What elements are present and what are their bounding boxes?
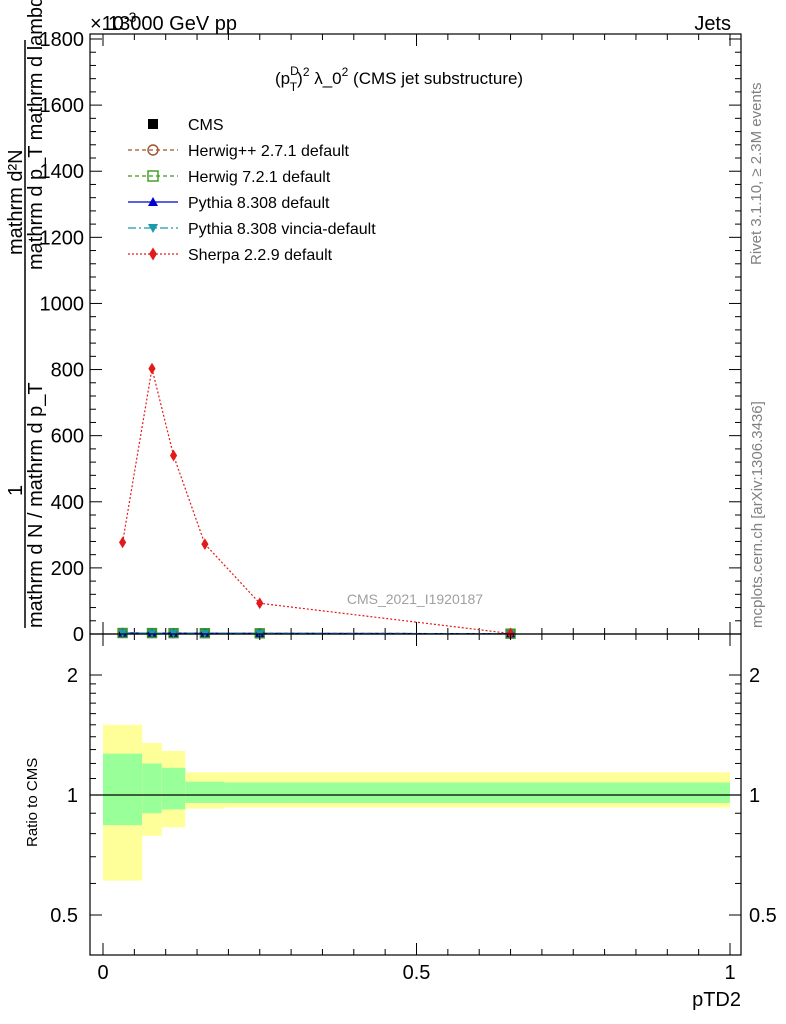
data-point [201, 538, 209, 550]
rivet-label: Rivet 3.1.10, ≥ 2.3M events [748, 83, 765, 266]
data-point [169, 449, 178, 462]
ratio-y-tick-label: 2 [67, 665, 78, 687]
y-tick-label: 400 [51, 492, 84, 514]
main-title: (pD T)2 λ_02 (CMS jet substructure) [275, 64, 523, 94]
legend-label: Sherpa 2.2.9 default [188, 247, 333, 264]
ratio-y-tick-label-right: 0.5 [749, 905, 777, 927]
data-point [256, 597, 264, 610]
legend-label: Pythia 8.308 vincia-default [188, 221, 376, 238]
ratio-xlabel: pTD2 [692, 989, 741, 1011]
y-tick-label: 1600 [40, 95, 85, 117]
y-tick-label: 1200 [40, 227, 85, 249]
legend-marker [148, 224, 158, 233]
main-axis-ticks: 0 200 400 600 800 1000 1200 1400 1600 1800 [40, 29, 741, 646]
legend: CMS Herwig++ 2.7.1 default Herwig 7.2.1 de… [128, 117, 376, 264]
ratio-y-tick-label-right: 2 [749, 665, 760, 687]
y-tick-label: 800 [51, 360, 84, 382]
data-point [118, 536, 127, 549]
ratio-x-tick-label: 0.5 [403, 962, 431, 984]
legend-entry: Herwig 7.2.1 default [128, 169, 331, 186]
band-inner [224, 782, 296, 803]
band-inner [295, 782, 730, 803]
y-tick-label: 200 [51, 558, 84, 580]
svg-text:mathrm d N / mathrm d p_T: mathrm d N / mathrm d p_T [25, 382, 47, 628]
svg-text:mathrm d p_T mathrm d lambda: mathrm d p_T mathrm d lambda [25, 0, 47, 270]
ratio-y-tick-label: 0.5 [50, 905, 78, 927]
legend-entry: Sherpa 2.2.9 default [128, 247, 333, 264]
svg-text:1: 1 [5, 485, 27, 496]
ratio-y-tick-label: 1 [67, 785, 78, 807]
ratio-x-tick-label: 1 [724, 962, 735, 984]
series-line [122, 632, 511, 635]
y-tick-label: 1400 [40, 161, 85, 183]
ratio-y-tick-label-right: 1 [749, 785, 760, 807]
band-inner [103, 753, 143, 826]
watermark: CMS_2021_I1920187 [347, 591, 483, 607]
ratio-bands [103, 724, 730, 881]
legend-marker [147, 170, 159, 182]
series-line [122, 368, 511, 635]
legend-entry: Pythia 8.308 vincia-default [128, 221, 376, 238]
ratio-axis-ticks: 0.5 0.5 1 1 2 2 0 0.5 1 [50, 634, 777, 984]
band-inner [161, 767, 186, 810]
svg-text:mathrm d²N: mathrm d²N [5, 149, 27, 255]
legend-label: Pythia 8.308 default [188, 195, 330, 212]
legend-marker [148, 119, 158, 129]
y-tick-label: 600 [51, 426, 84, 448]
ratio-x-tick-label: 0 [97, 962, 108, 984]
legend-label: Herwig++ 2.7.1 default [188, 143, 350, 160]
band-inner [142, 763, 162, 814]
main-ylabel: mathrm d²N mathrm d p_T mathrm d lambda … [5, 0, 47, 628]
legend-entry: Pythia 8.308 default [128, 195, 330, 212]
exponent-label: ×10-3 [90, 9, 137, 35]
y-tick-label: 1800 [40, 29, 85, 51]
band-inner [185, 781, 225, 803]
legend-label: Herwig 7.2.1 default [188, 169, 331, 186]
jets-label: Jets [694, 13, 731, 35]
legend-marker [147, 144, 159, 156]
legend-entry: CMS [148, 117, 224, 134]
legend-label: CMS [188, 117, 224, 134]
y-tick-label: 0 [73, 624, 84, 646]
legend-entry: Herwig++ 2.7.1 default [128, 143, 350, 160]
mcplots-label: mcplots.cern.ch [arXiv:1306.3436] [749, 401, 766, 628]
energy-label: 13000 GeV pp [108, 13, 237, 35]
legend-marker [148, 197, 158, 206]
y-tick-label: 1000 [40, 293, 85, 315]
data-point [148, 362, 156, 375]
ratio-ylabel: Ratio to CMS [24, 758, 41, 847]
legend-marker [149, 247, 157, 261]
